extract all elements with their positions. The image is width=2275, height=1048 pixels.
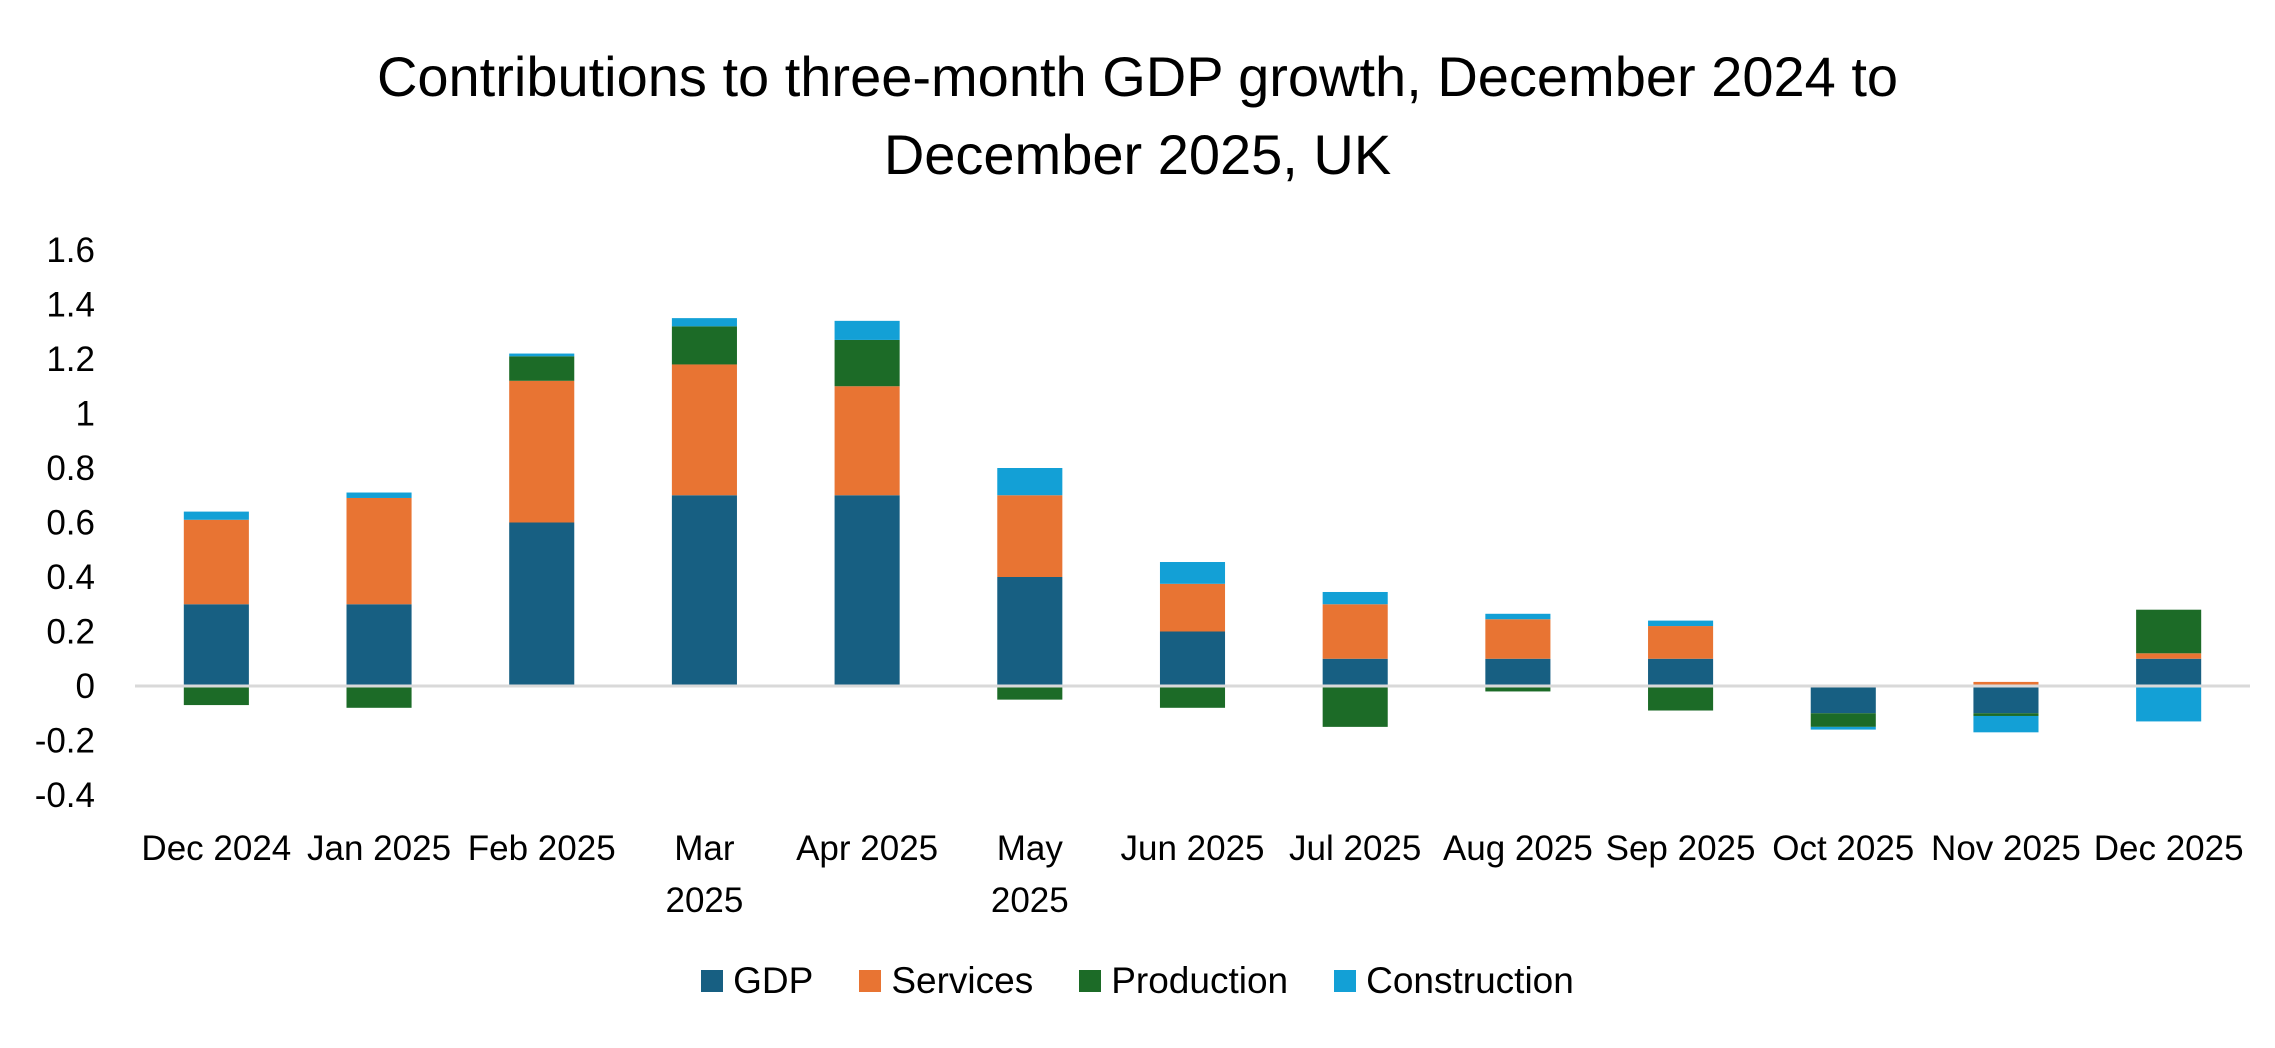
x-tick-label: Jul 2025 <box>1289 829 1421 868</box>
bar-segment-construction <box>1322 591 1388 605</box>
legend-label: GDP <box>733 960 814 1001</box>
bar-segment-gdp <box>1159 631 1226 686</box>
bar-segment-gdp <box>1485 658 1551 686</box>
bar-segment-construction <box>1973 715 2039 733</box>
bar-segment-services <box>1159 583 1226 632</box>
x-tick-label: May <box>997 829 1064 868</box>
bar-segment-services <box>1648 626 1714 659</box>
bar-segment-construction <box>997 468 1063 496</box>
x-tick-label: Feb 2025 <box>468 829 616 868</box>
bar-segment-production <box>671 326 737 365</box>
legend-label: Construction <box>1366 960 1574 1001</box>
x-tick-label: 2025 <box>991 881 1069 920</box>
bar-segment-gdp <box>1322 658 1388 686</box>
legend-item-production: Production <box>1079 960 1288 1002</box>
bar-segment-production <box>1159 686 1226 708</box>
y-axis: 1.6 1.4 1.2 1 0.8 0.6 0.4 0.2 0 -0.2 -0.4 <box>35 231 95 815</box>
y-tick-label: -0.4 <box>35 776 95 815</box>
bar-segment-production <box>1973 713 2039 716</box>
y-tick-label: 1 <box>76 395 95 434</box>
y-tick-label: 1.4 <box>46 286 95 325</box>
legend-label: Services <box>891 960 1034 1001</box>
bar-segment-services <box>2136 653 2202 659</box>
bar-segment-construction <box>671 318 737 327</box>
bar-segment-services <box>834 386 900 496</box>
bar-segment-construction <box>183 511 249 520</box>
bar-segment-gdp <box>2136 658 2202 686</box>
bar-segment-services <box>671 364 737 496</box>
bar-segment-services <box>1322 604 1388 659</box>
legend: GDP Services Production Construction <box>0 960 2275 1002</box>
bar-segment-services <box>997 495 1063 577</box>
y-tick-label: 0 <box>76 667 95 706</box>
bar-segment-construction <box>2136 686 2202 722</box>
bar-segment-gdp <box>346 604 412 686</box>
bar-segment-construction <box>346 492 412 498</box>
bar-segment-production <box>2136 609 2202 654</box>
x-tick-label: Dec 2025 <box>2094 829 2244 868</box>
bar-segment-gdp <box>1810 686 1876 714</box>
bar-segment-production <box>509 356 575 381</box>
bar-segment-gdp <box>671 495 737 686</box>
chart-title-line-1: Contributions to three-month GDP growth,… <box>376 45 1899 108</box>
x-tick-label: Jun 2025 <box>1120 829 1264 868</box>
bar-segment-gdp <box>1973 686 2039 714</box>
legend-item-construction: Construction <box>1334 960 1574 1002</box>
bar-segment-services <box>346 497 412 605</box>
bar-segment-production <box>1648 686 1714 711</box>
y-tick-label: 0.6 <box>46 504 95 543</box>
bar-segment-services <box>1485 619 1551 659</box>
x-tick-label: Nov 2025 <box>1931 829 2081 868</box>
y-tick-label: 1.2 <box>46 340 95 379</box>
x-tick-label: Sep 2025 <box>1606 829 1756 868</box>
bar-segment-production <box>183 686 249 706</box>
legend-item-gdp: GDP <box>701 960 813 1002</box>
x-tick-label: Aug 2025 <box>1443 829 1593 868</box>
legend-swatch <box>1079 970 1102 992</box>
bar-segment-gdp <box>183 604 249 686</box>
legend-swatch <box>701 970 724 992</box>
bar-segment-production <box>1485 686 1551 692</box>
bar-segment-services <box>1973 681 2039 686</box>
x-tick-label: Dec 2024 <box>141 829 291 868</box>
x-tick-label: Jan 2025 <box>307 829 451 868</box>
x-tick-label: Apr 2025 <box>796 829 938 868</box>
bar-segment-gdp <box>509 522 575 686</box>
legend-swatch <box>859 970 882 992</box>
y-tick-label: 0.4 <box>46 558 95 597</box>
bar-segment-production <box>1810 713 1876 727</box>
bar-segment-construction <box>1159 562 1226 584</box>
bar-segment-gdp <box>834 495 900 686</box>
legend-label: Production <box>1111 960 1289 1001</box>
y-tick-label: 0.8 <box>46 449 95 488</box>
bar-segment-gdp <box>1648 658 1714 686</box>
bar-segment-production <box>346 686 412 708</box>
bar-segment-construction <box>509 353 575 357</box>
x-tick-label: Oct 2025 <box>1772 829 1914 868</box>
bar-segment-gdp <box>997 577 1063 686</box>
bar-segment-construction <box>1648 620 1714 627</box>
bars <box>183 318 2202 733</box>
bar-segment-construction <box>834 320 900 340</box>
bar-segment-production <box>834 339 900 387</box>
chart-title: Contributions to three-month GDP growth,… <box>0 38 2275 194</box>
x-axis: Dec 2024 Jan 2025 Feb 2025 Mar 2025 Apr 2025 M… <box>141 829 2243 920</box>
x-tick-label: Mar <box>674 829 735 868</box>
bar-segment-construction <box>1810 726 1876 730</box>
bar-segment-services <box>183 519 249 605</box>
y-tick-label: 0.2 <box>46 613 95 652</box>
chart-title-line-2: December 2025, UK <box>883 123 1392 186</box>
legend-swatch <box>1334 970 1357 992</box>
bar-segment-services <box>509 380 575 523</box>
legend-item-services: Services <box>859 960 1033 1002</box>
bar-segment-production <box>1322 686 1388 727</box>
bar-segment-construction <box>1485 613 1551 620</box>
y-tick-label: -0.2 <box>35 722 95 761</box>
y-tick-label: 1.6 <box>46 231 95 270</box>
bar-segment-production <box>997 686 1063 700</box>
x-tick-label: 2025 <box>665 881 743 920</box>
